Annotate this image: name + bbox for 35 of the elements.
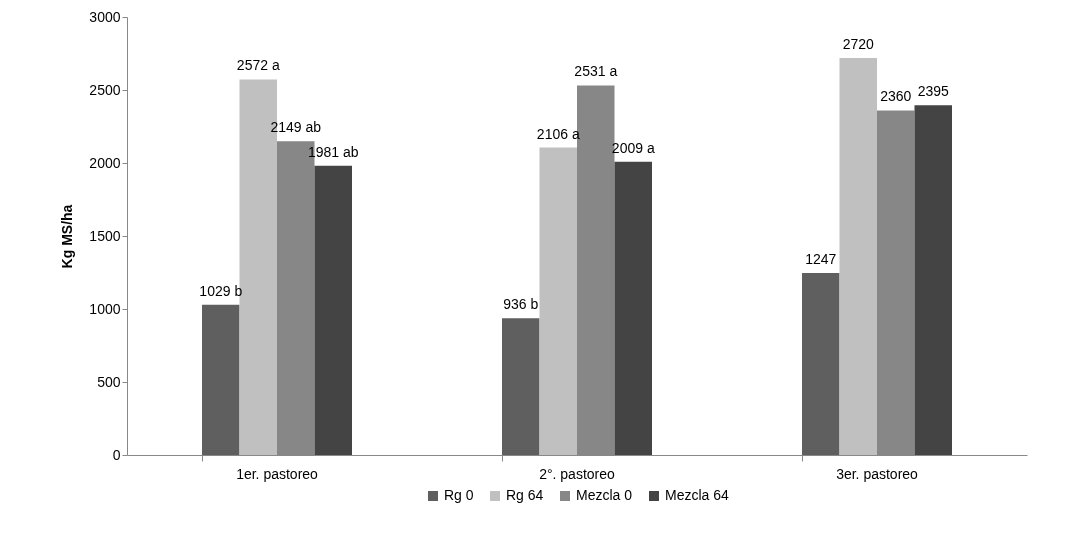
data-label: 2360 xyxy=(880,88,912,105)
data-label: 1981 ab xyxy=(307,143,359,160)
y-tick-label: 2500 xyxy=(89,81,121,98)
bar xyxy=(314,165,352,455)
y-tick-label: 0 xyxy=(112,446,121,463)
bar xyxy=(914,105,952,455)
data-label: 2149 ab xyxy=(270,119,322,136)
data-label: 1247 xyxy=(805,250,837,267)
data-label: 2531 a xyxy=(574,63,618,80)
y-tick-label: 500 xyxy=(97,373,121,390)
data-label: 2720 xyxy=(842,35,875,52)
data-label: 2106 a xyxy=(536,125,580,142)
x-tick-label: 2°. pastoreo xyxy=(539,465,616,482)
data-label: 2009 a xyxy=(611,139,655,156)
legend-label: Mezcla 64 xyxy=(665,487,730,503)
bar xyxy=(539,147,577,455)
bar xyxy=(839,57,877,455)
data-label: 936 b xyxy=(503,296,539,313)
legend-label: Rg 0 xyxy=(444,487,474,503)
bar xyxy=(802,272,840,455)
y-axis-title: Kg MS/ha xyxy=(59,204,76,269)
y-tick-label: 2000 xyxy=(89,154,121,171)
data-label: 2572 a xyxy=(236,57,280,74)
x-tick-label: 1er. pastoreo xyxy=(236,465,319,482)
y-tick-label: 1500 xyxy=(89,227,121,244)
y-tick-label: 1000 xyxy=(89,300,121,317)
bar xyxy=(502,318,540,455)
data-label: 1029 b xyxy=(199,282,243,299)
data-label: 2395 xyxy=(917,83,950,100)
bar xyxy=(202,304,240,455)
legend-label: Rg 64 xyxy=(506,487,544,503)
legend-label: Mezcla 0 xyxy=(576,487,633,503)
y-tick-label: 3000 xyxy=(89,8,121,25)
bar xyxy=(614,161,652,455)
x-tick-label: 3er. pastoreo xyxy=(836,465,919,482)
